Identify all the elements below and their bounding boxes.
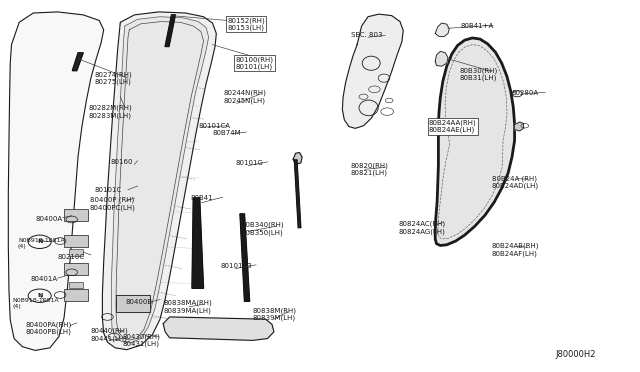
Text: 80440(RH)
80441(LH): 80440(RH) 80441(LH) — [91, 328, 129, 342]
Text: 80B41: 80B41 — [191, 195, 213, 201]
Bar — [69, 282, 83, 288]
Polygon shape — [342, 14, 403, 128]
Polygon shape — [72, 53, 83, 71]
Text: 80400B: 80400B — [125, 299, 152, 305]
Polygon shape — [435, 51, 448, 66]
Text: 80280A: 80280A — [512, 90, 539, 96]
Text: J80000H2: J80000H2 — [556, 350, 596, 359]
Polygon shape — [102, 12, 216, 350]
Bar — [69, 249, 83, 256]
Polygon shape — [8, 12, 104, 350]
Text: 80101C3: 80101C3 — [221, 263, 253, 269]
Text: 80B24A (RH)
80B24AD(LH): 80B24A (RH) 80B24AD(LH) — [492, 175, 539, 189]
Text: 80101G: 80101G — [236, 160, 264, 166]
Polygon shape — [435, 23, 449, 36]
Polygon shape — [294, 160, 301, 228]
Polygon shape — [192, 198, 204, 288]
Bar — [64, 289, 88, 301]
Text: 80210C: 80210C — [58, 254, 84, 260]
Bar — [64, 263, 88, 275]
Bar — [64, 209, 88, 221]
Polygon shape — [515, 122, 524, 131]
Text: 80400P (RH)
80400PC(LH): 80400P (RH) 80400PC(LH) — [90, 197, 136, 211]
Polygon shape — [240, 214, 250, 301]
Text: 80838M(RH)
80839M(LH): 80838M(RH) 80839M(LH) — [253, 307, 297, 321]
Text: 80400PA(RH)
80400PB(LH): 80400PA(RH) 80400PB(LH) — [26, 321, 72, 335]
Text: 80244N(RH)
80245N(LH): 80244N(RH) 80245N(LH) — [224, 90, 267, 104]
Text: N: N — [37, 239, 42, 244]
Text: N0B918-1081A
(4): N0B918-1081A (4) — [13, 298, 60, 309]
Bar — [64, 235, 88, 247]
Text: 80B24AA(RH)
80B24AE(LH): 80B24AA(RH) 80B24AE(LH) — [429, 119, 477, 134]
Text: 80152(RH)
80153(LH): 80152(RH) 80153(LH) — [227, 17, 265, 31]
Polygon shape — [165, 15, 175, 46]
Text: 80400A: 80400A — [36, 216, 63, 222]
Polygon shape — [116, 295, 150, 312]
Text: 80430(RH)
80431(LH): 80430(RH) 80431(LH) — [123, 333, 161, 347]
Text: 80B41+A: 80B41+A — [461, 23, 494, 29]
Text: 80B74M: 80B74M — [212, 130, 241, 136]
Text: 80820(RH)
80821(LH): 80820(RH) 80821(LH) — [351, 162, 388, 176]
Text: 80824AC(RH)
80824AG(LH): 80824AC(RH) 80824AG(LH) — [398, 221, 445, 235]
Text: 80101CA: 80101CA — [198, 124, 230, 129]
Text: SEC. 803: SEC. 803 — [351, 32, 382, 38]
Text: 80101C: 80101C — [95, 187, 122, 193]
Polygon shape — [435, 38, 515, 246]
Text: 80160: 80160 — [110, 159, 132, 165]
Text: 80100(RH)
80101(LH): 80100(RH) 80101(LH) — [236, 56, 273, 70]
Text: 80B30(RH)
80B31(LH): 80B30(RH) 80B31(LH) — [460, 67, 498, 81]
Text: 80274(RH)
80275(LH): 80274(RH) 80275(LH) — [95, 71, 132, 85]
Text: N0B918-1081A
(4): N0B918-1081A (4) — [18, 238, 65, 249]
Text: 80401A: 80401A — [31, 276, 58, 282]
Polygon shape — [111, 17, 209, 343]
Text: N: N — [37, 293, 42, 298]
Text: 80282M(RH)
80283M(LH): 80282M(RH) 80283M(LH) — [88, 105, 132, 119]
Text: 80B24AB(RH)
80B24AF(LH): 80B24AB(RH) 80B24AF(LH) — [492, 243, 539, 257]
Text: 80B340(RH)
80B350(LH): 80B340(RH) 80B350(LH) — [242, 222, 285, 236]
Polygon shape — [163, 317, 274, 340]
Polygon shape — [293, 153, 302, 164]
Text: 80838MA(RH)
80839MA(LH): 80838MA(RH) 80839MA(LH) — [164, 300, 212, 314]
